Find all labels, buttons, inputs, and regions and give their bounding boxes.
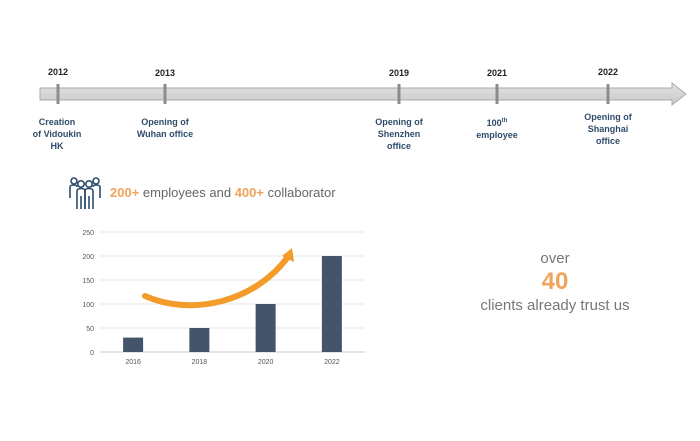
event-2019-line-1: Opening of [375, 117, 423, 127]
y-tick-label: 0 [90, 350, 94, 357]
event-2019-line-3: office [386, 141, 411, 151]
event-2021-line-2: employee [476, 130, 518, 140]
y-tick-label: 250 [82, 230, 94, 237]
event-2019-line-2: Shenzhen [377, 129, 421, 139]
year-label-2021: 2021 [486, 68, 508, 78]
x-tick-label-2018: 2018 [192, 359, 208, 366]
collaborator-text: collaborator [264, 185, 336, 200]
employees-count: 200+ [110, 185, 140, 200]
x-tick-label-2022: 2022 [324, 359, 340, 366]
event-label-2019: Opening of Shenzhen office [359, 116, 439, 152]
collaborator-count: 400+ [234, 185, 264, 200]
event-2022-line-1: Opening of [584, 112, 632, 122]
event-2012-line-1: Creation [38, 117, 76, 127]
timeline-tick-2013 [163, 84, 167, 104]
employees-text: employees and [139, 185, 235, 200]
year-label-2019: 2019 [388, 68, 410, 78]
employees-bar-chart: 0 50 100 150 200 250 2016 2018 2020 2022 [82, 230, 365, 366]
event-2013-line-1: Opening of [141, 117, 189, 127]
clients-block: over 40 clients already trust us [470, 250, 640, 314]
bar-2018 [189, 328, 210, 352]
y-tick-label: 50 [86, 326, 94, 333]
bar-2020 [255, 304, 276, 352]
y-tick-label: 100 [82, 302, 94, 309]
clients-over-label: over [540, 250, 570, 267]
year-label-2012: 2012 [47, 67, 69, 77]
event-2021-suffix: th [501, 118, 508, 124]
growth-arrow-head [282, 248, 294, 262]
event-label-2021: 100th employee [457, 115, 537, 141]
timeline-arrow [39, 81, 687, 107]
x-tick-label-2020: 2020 [258, 359, 274, 366]
y-tick-label: 200 [82, 254, 94, 261]
event-2013-line-2: Wuhan office [136, 129, 194, 139]
event-label-2012: Creation of Vidoukin HK [17, 116, 97, 152]
bar-2022 [321, 256, 342, 352]
people-icon [69, 177, 101, 209]
year-label-2022: 2022 [597, 67, 619, 77]
growth-arrow [142, 248, 294, 309]
employees-stats: 200+ employees and 400+ collaborator [110, 185, 336, 200]
event-label-2013: Opening of Wuhan office [125, 116, 205, 140]
y-tick-label: 150 [82, 278, 94, 285]
timeline-arrow-shape [39, 81, 687, 107]
clients-text: clients already trust us [480, 297, 630, 314]
year-label-2013: 2013 [154, 68, 176, 78]
event-2022-line-2: Shanghai [587, 124, 629, 134]
timeline-tick-2022 [606, 84, 610, 104]
x-tick-label-2016: 2016 [125, 359, 141, 366]
event-2021-number: 100 [486, 118, 502, 128]
timeline-tick-2012 [56, 84, 60, 104]
event-2012-line-2: of Vidoukin [32, 129, 82, 139]
timeline-tick-2019 [397, 84, 401, 104]
bar-2016 [123, 337, 144, 352]
event-2021-line-1: 100th [457, 115, 537, 129]
timeline-tick-2021 [495, 84, 499, 104]
event-2022-line-3: office [595, 136, 620, 146]
growth-arrow-curve [142, 251, 293, 309]
clients-count: 40 [541, 268, 569, 295]
event-2012-line-3: HK [50, 141, 64, 151]
event-label-2022: Opening of Shanghai office [568, 111, 648, 147]
